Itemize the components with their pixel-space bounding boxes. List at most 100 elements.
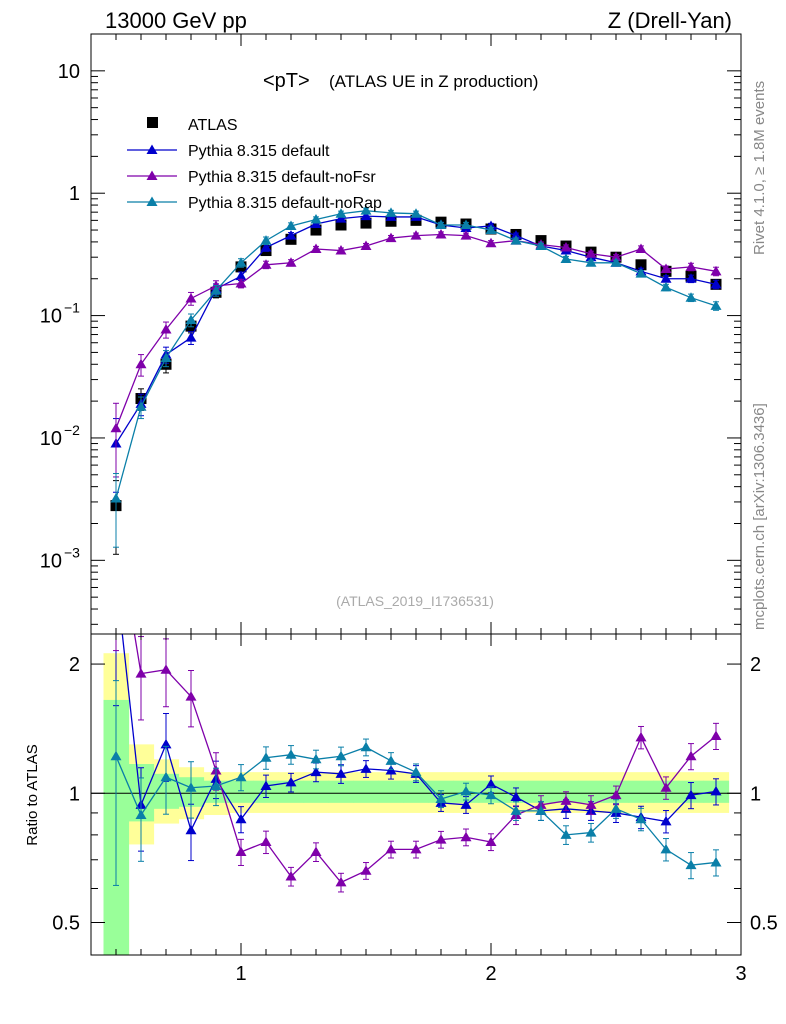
main-point-nofsr-7 (285, 257, 297, 267)
main-point-norap-0 (110, 493, 122, 503)
main-point-norap-19 (585, 257, 597, 267)
ratio-point-norap-18 (560, 829, 572, 839)
main-point-atlas-21 (635, 259, 647, 271)
ratio-series-nofsr (113, 634, 722, 893)
main-point-nofsr-15 (485, 237, 497, 248)
legend-norap-marker (146, 196, 158, 206)
main-point-norap-2 (160, 352, 172, 363)
ratio-point-norap-5 (235, 771, 247, 782)
main-y-tick-exponent-4: −3 (64, 544, 80, 560)
legend-default-label: Pythia 8.315 default (188, 143, 330, 160)
main-point-norap-8 (310, 213, 322, 224)
main-point-default-7 (285, 230, 297, 240)
main-point-norap-23 (685, 292, 697, 302)
main-point-norap-1 (135, 401, 147, 411)
ratio-point-norap-13 (435, 793, 447, 803)
ratio-point-nofsr-21 (635, 731, 647, 742)
ratio-point-default-15 (485, 778, 497, 789)
ratio-point-norap-7 (285, 749, 297, 759)
ratio-point-default-0 (111, 571, 122, 581)
ratio-point-norap-12 (410, 766, 422, 777)
main-series-atlas (110, 214, 722, 555)
ratio-point-nofsr-12 (410, 843, 422, 854)
main-point-nofsr-9 (335, 245, 347, 255)
ratio-point-norap-22 (660, 843, 672, 854)
main-point-norap-4 (210, 285, 222, 295)
band-inner-21 (628, 780, 655, 803)
main-point-nofsr-19 (585, 248, 597, 258)
ratio-point-nofsr-7 (285, 870, 297, 881)
ratio-point-norap-23 (685, 859, 697, 870)
plot-title: <pT> (263, 70, 310, 92)
ratio-point-nofsr-14 (460, 831, 472, 842)
main-point-norap-12 (410, 208, 422, 218)
ratio-point-norap-15 (485, 789, 497, 800)
main-point-norap-6 (260, 235, 272, 245)
ratio-point-norap-2 (160, 771, 172, 782)
main-point-norap-22 (660, 281, 672, 292)
main-series-norap (110, 205, 722, 548)
legend-atlas-label: ATLAS (188, 117, 238, 134)
ratio-point-norap-11 (385, 755, 397, 765)
ratio-point-norap-21 (635, 813, 647, 824)
ratio-point-nofsr-1 (135, 668, 147, 678)
main-line-default (115, 215, 717, 444)
band-inner-5 (228, 780, 255, 803)
main-series-layer (110, 205, 722, 555)
ratio-y-label: Ratio to ATLAS (24, 744, 41, 845)
main-point-nofsr-20 (610, 251, 622, 262)
main-y-tick-exponent-2: −1 (64, 300, 80, 316)
ratio-point-nofsr-19 (585, 799, 597, 809)
main-point-norap-3 (185, 314, 197, 325)
main-point-norap-14 (460, 219, 472, 229)
ratio-point-norap-19 (585, 827, 597, 837)
x-tick-label-0: 1 (235, 963, 246, 985)
ratio-point-default-22 (660, 815, 672, 826)
main-point-nofsr-24 (710, 265, 722, 276)
legend: ATLAS Pythia 8.315 default Pythia 8.315 … (127, 117, 382, 212)
main-series-nofsr (110, 228, 722, 478)
ratio-point-norap-8 (310, 753, 322, 764)
main-point-nofsr-5 (235, 277, 247, 288)
main-point-default-16 (510, 230, 522, 240)
ratio-point-default-10 (360, 763, 372, 773)
main-point-norap-11 (385, 207, 397, 217)
ratio-line-nofsr (133, 634, 717, 884)
ratio-point-nofsr-20 (610, 789, 622, 800)
ratio-point-default-3 (185, 824, 197, 835)
ratio-point-default-7 (285, 776, 297, 787)
main-y-tick-label-4: 10 (40, 550, 62, 572)
band-inner-8 (303, 780, 330, 803)
main-point-norap-17 (535, 240, 547, 251)
ratio-y-tick-label-left-2: 2 (69, 654, 80, 676)
band-inner-9 (328, 780, 355, 803)
main-point-atlas-8 (310, 224, 322, 236)
ratio-point-nofsr-13 (435, 834, 447, 844)
main-point-nofsr-6 (260, 259, 272, 269)
ratio-point-nofsr-8 (310, 846, 322, 856)
main-point-nofsr-22 (660, 263, 672, 274)
ratio-point-default-24 (710, 785, 722, 796)
main-y-tick-label-2: 10 (40, 306, 62, 328)
main-point-norap-9 (335, 208, 347, 218)
ratio-point-nofsr-5 (235, 846, 247, 856)
mcplots-reference-label: mcplots.cern.ch [arXiv:1306.3436] (751, 403, 768, 630)
ratio-point-norap-20 (610, 803, 622, 813)
main-point-nofsr-3 (185, 292, 197, 303)
ratio-point-nofsr-23 (685, 750, 697, 761)
main-point-default-23 (685, 273, 697, 283)
ratio-point-norap-3 (185, 782, 197, 792)
main-y-tick-exponent-3: −2 (64, 422, 80, 438)
main-point-atlas-11 (385, 215, 397, 227)
legend-norap-label: Pythia 8.315 default-noRap (188, 195, 382, 212)
ratio-point-default-8 (310, 766, 322, 777)
ratio-point-norap-1 (135, 809, 147, 820)
ratio-point-nofsr-22 (660, 782, 672, 792)
main-point-norap-18 (560, 253, 572, 263)
main-point-nofsr-2 (160, 323, 172, 334)
main-point-atlas-10 (360, 217, 372, 229)
main-point-default-24 (710, 278, 722, 289)
main-point-nofsr-14 (460, 230, 472, 240)
